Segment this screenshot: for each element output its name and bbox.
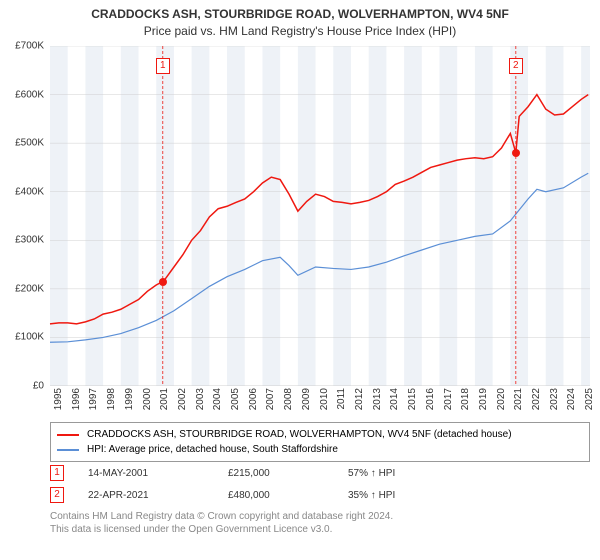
x-tick-label: 2001 [159, 388, 170, 418]
marker-dot [512, 149, 520, 157]
footer-attribution: Contains HM Land Registry data © Crown c… [50, 510, 393, 536]
annotation-pct: 35% ↑ HPI [348, 490, 468, 501]
title-block: CRADDOCKS ASH, STOURBRIDGE ROAD, WOLVERH… [0, 0, 600, 40]
annotation-row: 2 22-APR-2021£480,00035% ↑ HPI [50, 484, 590, 506]
legend-item: HPI: Average price, detached house, Sout… [57, 442, 583, 457]
x-tick-label: 2013 [372, 388, 383, 418]
x-tick-label: 2017 [443, 388, 454, 418]
marker-dot [159, 278, 167, 286]
footer-line-2: This data is licensed under the Open Gov… [50, 523, 393, 536]
annotation-date: 22-APR-2021 [88, 490, 228, 501]
y-tick-label: £300K [15, 235, 44, 246]
chart-container: CRADDOCKS ASH, STOURBRIDGE ROAD, WOLVERH… [0, 0, 600, 560]
x-tick-label: 2025 [584, 388, 595, 418]
y-tick-label: £200K [15, 283, 44, 294]
y-tick-label: £0 [33, 381, 44, 392]
x-tick-label: 2014 [389, 388, 400, 418]
annotation-date: 14-MAY-2001 [88, 468, 228, 479]
annotation-table: 1 14-MAY-2001£215,00057% ↑ HPI 2 22-APR-202… [50, 462, 590, 506]
x-tick-label: 2011 [336, 388, 347, 418]
x-tick-label: 2021 [513, 388, 524, 418]
x-tick-label: 2002 [177, 388, 188, 418]
legend: CRADDOCKS ASH, STOURBRIDGE ROAD, WOLVERH… [50, 422, 590, 462]
x-tick-label: 2023 [549, 388, 560, 418]
x-tick-label: 2004 [212, 388, 223, 418]
plot-lines [50, 46, 590, 386]
x-tick-label: 2009 [301, 388, 312, 418]
x-tick-label: 2024 [566, 388, 577, 418]
x-tick-label: 2005 [230, 388, 241, 418]
legend-swatch [57, 449, 79, 451]
annotation-row: 1 14-MAY-2001£215,00057% ↑ HPI [50, 462, 590, 484]
x-tick-label: 1999 [124, 388, 135, 418]
x-tick-label: 1996 [71, 388, 82, 418]
x-tick-label: 1997 [88, 388, 99, 418]
chart-subtitle: Price paid vs. HM Land Registry's House … [0, 23, 600, 40]
annotation-badge: 1 [50, 465, 64, 481]
x-tick-label: 2022 [531, 388, 542, 418]
y-tick-label: £400K [15, 186, 44, 197]
series-property [50, 95, 588, 324]
x-tick-label: 2003 [195, 388, 206, 418]
y-tick-label: £700K [15, 41, 44, 52]
annotation-badge: 2 [50, 487, 64, 503]
x-tick-label: 2012 [354, 388, 365, 418]
legend-swatch [57, 434, 79, 436]
x-tick-label: 2007 [265, 388, 276, 418]
x-tick-label: 2008 [283, 388, 294, 418]
x-tick-label: 2006 [248, 388, 259, 418]
x-tick-label: 2020 [496, 388, 507, 418]
y-tick-label: £600K [15, 89, 44, 100]
x-tick-label: 2018 [460, 388, 471, 418]
legend-item: CRADDOCKS ASH, STOURBRIDGE ROAD, WOLVERH… [57, 427, 583, 442]
chart-title: CRADDOCKS ASH, STOURBRIDGE ROAD, WOLVERH… [0, 6, 600, 23]
plot-area: £0£100K£200K£300K£400K£500K£600K£700K199… [50, 46, 590, 386]
annotation-pct: 57% ↑ HPI [348, 468, 468, 479]
footer-line-1: Contains HM Land Registry data © Crown c… [50, 510, 393, 523]
marker-badge: 1 [156, 58, 170, 74]
x-tick-label: 2010 [319, 388, 330, 418]
y-tick-label: £100K [15, 332, 44, 343]
x-tick-label: 2015 [407, 388, 418, 418]
annotation-price: £215,000 [228, 468, 348, 479]
marker-badge: 2 [509, 58, 523, 74]
x-tick-label: 1998 [106, 388, 117, 418]
x-tick-label: 1995 [53, 388, 64, 418]
x-tick-label: 2019 [478, 388, 489, 418]
x-tick-label: 2016 [425, 388, 436, 418]
series-hpi [50, 173, 588, 342]
x-tick-label: 2000 [142, 388, 153, 418]
y-tick-label: £500K [15, 138, 44, 149]
annotation-price: £480,000 [228, 490, 348, 501]
legend-label: CRADDOCKS ASH, STOURBRIDGE ROAD, WOLVERH… [87, 427, 512, 442]
legend-label: HPI: Average price, detached house, Sout… [87, 442, 338, 457]
